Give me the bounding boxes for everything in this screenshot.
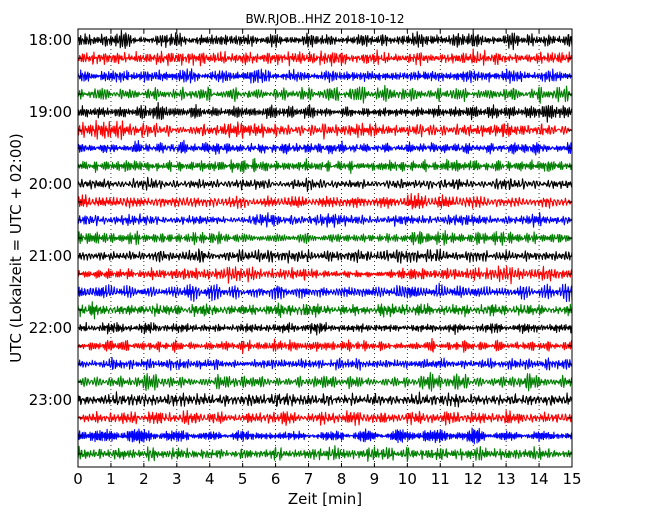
trace-20:00 — [77, 176, 573, 192]
trace-20:30 — [77, 211, 573, 228]
chart-title: BW.RJOB..HHZ 2018-10-12 — [245, 12, 404, 26]
y-tick-label: 23:00 — [29, 391, 72, 409]
trace-21:00 — [77, 248, 573, 264]
x-tick-label: 11 — [431, 470, 450, 488]
trace-18:15 — [77, 48, 573, 67]
x-tick-label: 14 — [530, 470, 549, 488]
x-tick-label: 13 — [497, 470, 516, 488]
x-tick-label: 1 — [106, 470, 116, 488]
trace-19:45 — [77, 157, 573, 175]
x-tick-label: 3 — [172, 470, 182, 488]
y-axis: 18:00 19:00 20:00 21:00 22:00 23:00 — [29, 31, 572, 455]
x-tick-label: 9 — [370, 470, 380, 488]
trace-18:45 — [77, 84, 573, 104]
trace-22:00 — [77, 321, 573, 336]
trace-19:15 — [77, 119, 573, 141]
y-tick-label: 20:00 — [29, 175, 72, 193]
trace-23:30 — [77, 427, 573, 445]
y-tick-label: 19:00 — [29, 103, 72, 121]
trace-18:00 — [77, 29, 573, 51]
x-axis: 0 1 2 3 4 5 6 7 8 9 10 11 12 13 14 15 — [73, 29, 582, 488]
x-tick-label: 8 — [337, 470, 347, 488]
trace-20:45 — [77, 230, 573, 246]
x-axis-label: Zeit [min] — [288, 490, 362, 508]
trace-21:30 — [77, 282, 573, 303]
x-tick-label: 4 — [205, 470, 215, 488]
x-tick-label: 0 — [73, 470, 83, 488]
trace-20:15 — [77, 192, 573, 210]
x-tick-label: 10 — [398, 470, 417, 488]
trace-22:15 — [77, 337, 573, 354]
x-tick-label: 2 — [139, 470, 149, 488]
trace-19:30 — [77, 139, 573, 156]
trace-23:45 — [77, 445, 573, 463]
x-tick-label: 6 — [271, 470, 281, 488]
trace-22:30 — [77, 356, 573, 371]
trace-21:15 — [77, 265, 573, 285]
trace-21:45 — [77, 301, 573, 320]
x-tick-label: 7 — [304, 470, 314, 488]
y-tick-label: 21:00 — [29, 247, 72, 265]
y-tick-label: 22:00 — [29, 319, 72, 337]
trace-23:00 — [77, 391, 573, 408]
trace-18:30 — [77, 68, 573, 84]
trace-22:45 — [77, 372, 573, 392]
plot-frame — [77, 28, 573, 468]
trace-19:00 — [77, 101, 573, 123]
trace-group — [77, 29, 573, 463]
x-tick-label: 5 — [238, 470, 248, 488]
trace-23:15 — [77, 410, 573, 427]
x-tick-label: 12 — [464, 470, 483, 488]
y-tick-label: 18:00 — [29, 31, 72, 49]
x-tick-label: 15 — [562, 470, 581, 488]
y-axis-label: UTC (Lokalzeit = UTC + 02:00) — [7, 133, 25, 363]
